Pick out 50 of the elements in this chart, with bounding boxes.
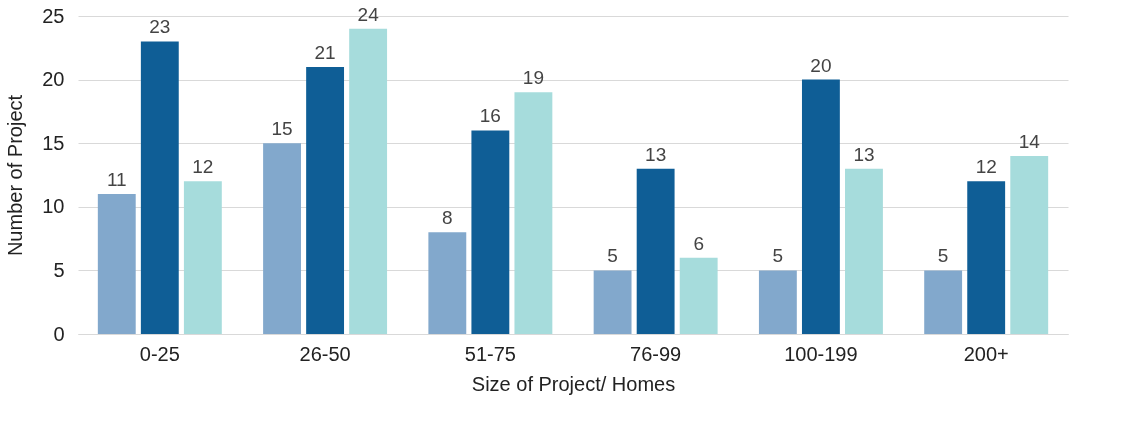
bar <box>593 270 632 334</box>
bar <box>758 270 797 334</box>
bar <box>183 181 222 334</box>
data-label: 5 <box>772 245 784 267</box>
y-axis-title: Number of Project <box>4 94 27 257</box>
y-tick-label: 10 <box>42 195 65 218</box>
bar <box>97 194 136 334</box>
bar <box>428 232 467 334</box>
x-axis-title: Size of Project/ Homes <box>471 372 676 395</box>
data-label: 16 <box>479 105 501 127</box>
y-tick-label: 25 <box>42 4 65 27</box>
bar <box>514 92 553 334</box>
x-tick-label: 0-25 <box>139 342 180 365</box>
bar <box>845 168 883 334</box>
x-tick-label: 200+ <box>963 342 1009 365</box>
bar <box>306 66 345 334</box>
data-label: 11 <box>106 169 127 191</box>
bar <box>636 168 675 334</box>
data-label: 21 <box>314 41 336 63</box>
bar <box>140 41 179 334</box>
x-tick-label: 51-75 <box>464 342 516 365</box>
data-label: 19 <box>522 67 544 89</box>
bar <box>263 143 301 334</box>
data-label: 15 <box>271 118 293 140</box>
bar <box>1010 155 1049 334</box>
x-tick-label: 76-99 <box>630 342 682 365</box>
y-tick-label: 20 <box>42 68 65 91</box>
data-label: 6 <box>693 232 704 254</box>
data-label: 12 <box>975 156 997 178</box>
bar <box>679 257 718 334</box>
data-label: 8 <box>442 207 453 229</box>
y-tick-label: 5 <box>53 258 65 281</box>
data-label: 12 <box>192 156 214 178</box>
data-label: 13 <box>645 143 667 165</box>
x-tick-label: 100-199 <box>784 342 858 365</box>
bar <box>471 130 510 334</box>
data-label: 5 <box>607 245 618 267</box>
y-tick-label: 15 <box>42 131 65 154</box>
data-label: 20 <box>810 54 832 76</box>
x-tick-label: 26-50 <box>299 342 351 365</box>
bar <box>924 270 963 334</box>
bar <box>967 181 1006 334</box>
bar <box>801 79 840 334</box>
data-label: 13 <box>853 143 875 165</box>
data-label: 24 <box>357 3 380 25</box>
y-tick-label: 0 <box>53 322 65 345</box>
data-label: 5 <box>937 245 949 267</box>
data-label: 14 <box>1018 130 1041 152</box>
data-label: 23 <box>149 16 171 38</box>
bar <box>349 28 388 334</box>
